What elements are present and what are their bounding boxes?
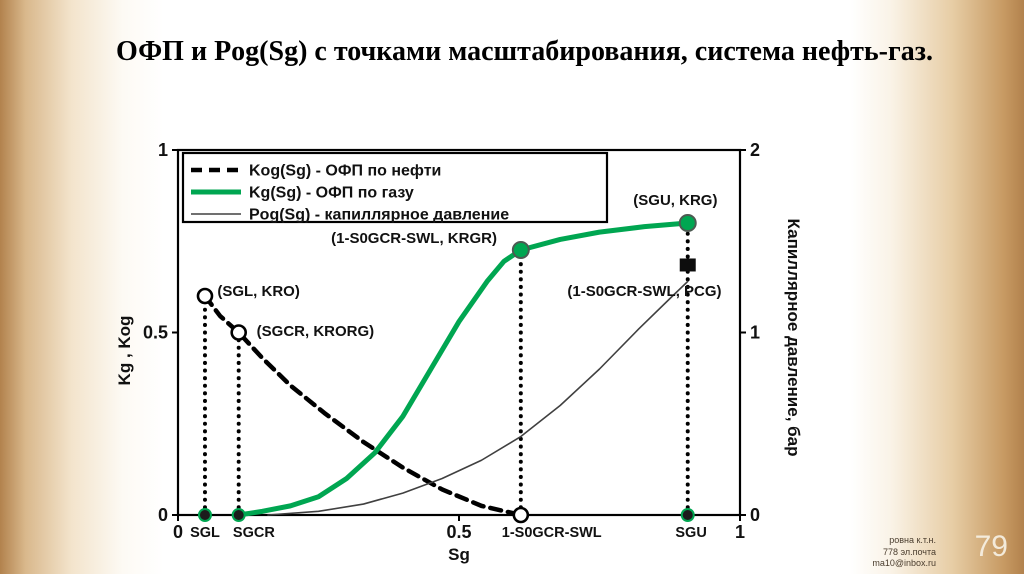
svg-text:SGCR: SGCR xyxy=(233,525,275,541)
slide-title: ОФП и Pog(Sg) с точками масштабирования,… xyxy=(116,36,933,67)
svg-text:(SGL, KRO): (SGL, KRO) xyxy=(217,283,300,300)
svg-text:Kg(Sg) - ОФП по газу: Kg(Sg) - ОФП по газу xyxy=(249,185,414,202)
page-number: 79 xyxy=(974,530,1008,563)
svg-text:Kog(Sg) - ОФП по нефти: Kog(Sg) - ОФП по нефти xyxy=(249,163,441,180)
svg-text:0.5: 0.5 xyxy=(143,323,168,343)
svg-text:0: 0 xyxy=(750,505,760,525)
svg-text:(SGCR, KRORG): (SGCR, KRORG) xyxy=(257,323,375,340)
svg-text:1: 1 xyxy=(158,140,168,160)
svg-text:SGL: SGL xyxy=(190,525,220,541)
svg-text:Kg , Kog: Kg , Kog xyxy=(115,316,134,386)
svg-text:SGU: SGU xyxy=(675,525,706,541)
footer-credits: ровна к.т.н. 778 эл.почта ma10@inbox.ru xyxy=(872,535,936,570)
svg-text:Pog(Sg) - капиллярное давление: Pog(Sg) - капиллярное давление xyxy=(249,207,509,224)
svg-text:0.5: 0.5 xyxy=(446,522,471,542)
svg-text:2: 2 xyxy=(750,140,760,160)
footer-line: ma10@inbox.ru xyxy=(872,558,936,569)
svg-text:(SGU, KRG): (SGU, KRG) xyxy=(633,192,717,209)
svg-text:(1-S0GCR-SWL, PCG): (1-S0GCR-SWL, PCG) xyxy=(567,283,721,300)
svg-text:1: 1 xyxy=(750,323,760,343)
svg-text:0: 0 xyxy=(173,522,183,542)
svg-text:Sg: Sg xyxy=(448,545,470,564)
svg-text:0: 0 xyxy=(158,505,168,525)
svg-text:Капиллярное давление, бар: Капиллярное давление, бар xyxy=(784,219,803,457)
footer-line: 778 эл.почта xyxy=(882,546,936,557)
footer-line: ровна к.т.н. xyxy=(889,534,936,545)
svg-text:1-S0GCR-SWL: 1-S0GCR-SWL xyxy=(502,525,602,541)
svg-text:(1-S0GCR-SWL, KRGR): (1-S0GCR-SWL, KRGR) xyxy=(331,230,497,247)
svg-text:1: 1 xyxy=(735,522,745,542)
